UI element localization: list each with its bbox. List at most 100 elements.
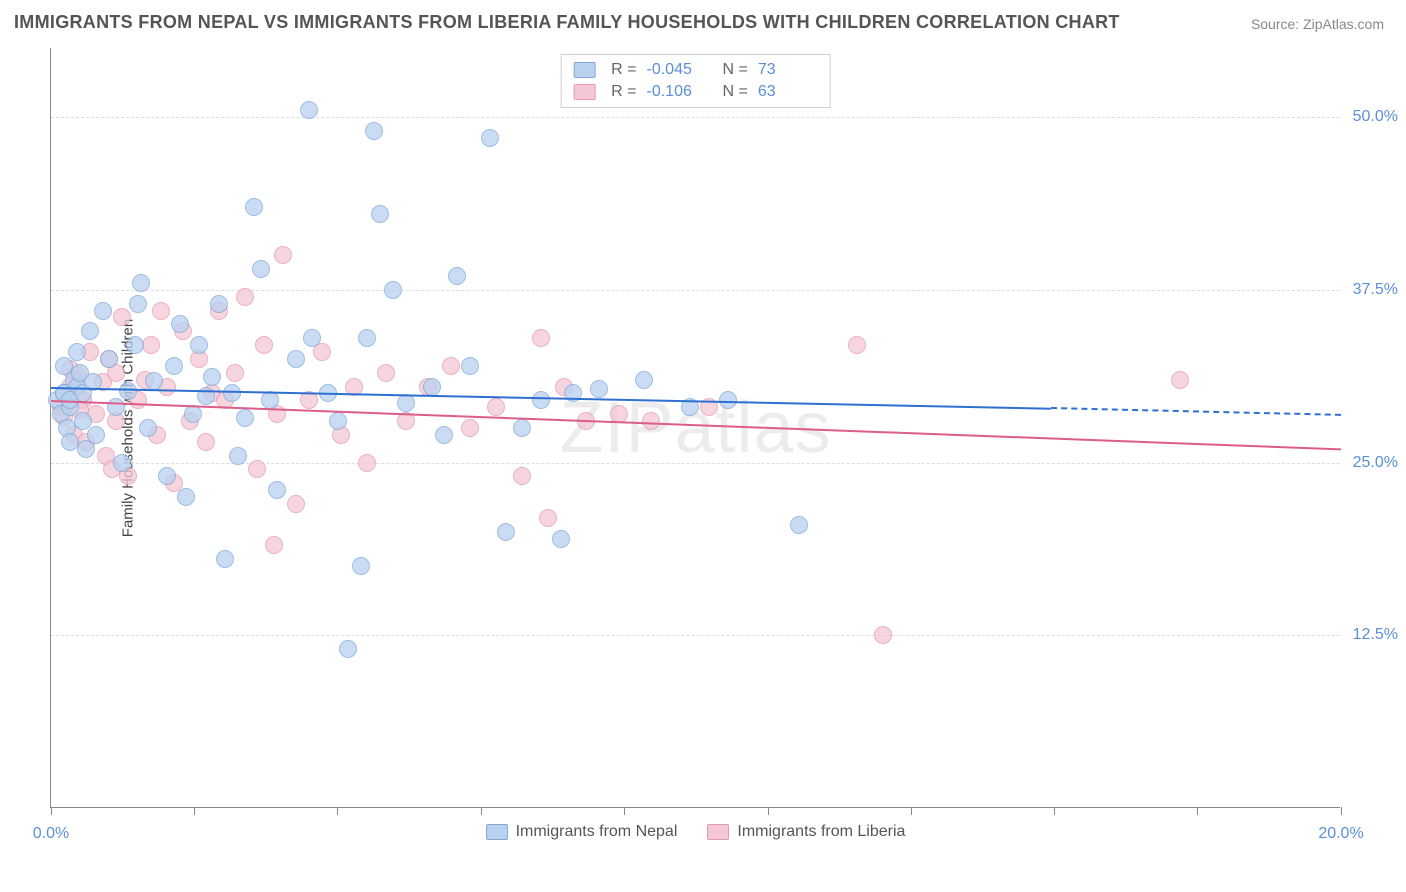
scatter-point-nepal <box>177 488 195 506</box>
scatter-point-nepal <box>448 267 466 285</box>
scatter-point-nepal <box>358 329 376 347</box>
n-label: N = <box>723 83 748 101</box>
scatter-point-nepal <box>461 357 479 375</box>
scatter-point-liberia <box>848 336 866 354</box>
source-attribution: Source: ZipAtlas.com <box>1251 16 1384 32</box>
scatter-point-nepal <box>552 530 570 548</box>
swatch-nepal-icon <box>486 824 508 840</box>
series-legend: Immigrants from Nepal Immigrants from Li… <box>486 823 906 841</box>
x-tick <box>1054 807 1055 815</box>
scatter-point-nepal <box>126 336 144 354</box>
x-tick-label: 20.0% <box>1318 825 1363 843</box>
scatter-point-nepal <box>287 350 305 368</box>
scatter-point-liberia <box>197 433 215 451</box>
scatter-point-liberia <box>152 302 170 320</box>
scatter-point-liberia <box>113 308 131 326</box>
r-label: R = <box>611 61 636 79</box>
scatter-point-nepal <box>100 350 118 368</box>
scatter-point-nepal <box>229 447 247 465</box>
x-tick <box>194 807 195 815</box>
scatter-point-liberia <box>358 454 376 472</box>
x-tick <box>1197 807 1198 815</box>
scatter-point-nepal <box>590 380 608 398</box>
scatter-point-nepal <box>171 315 189 333</box>
scatter-point-nepal <box>158 467 176 485</box>
scatter-point-liberia <box>287 495 305 513</box>
scatter-point-nepal <box>339 640 357 658</box>
x-tick <box>337 807 338 815</box>
scatter-point-liberia <box>377 364 395 382</box>
scatter-point-nepal <box>113 454 131 472</box>
scatter-plot-area: Family Households with Children ZIPatlas… <box>50 48 1340 808</box>
scatter-point-liberia <box>642 412 660 430</box>
y-tick-label: 37.5% <box>1353 281 1398 299</box>
gridline-horizontal <box>51 463 1340 464</box>
x-tick <box>1341 807 1342 815</box>
legend-item-nepal: Immigrants from Nepal <box>486 823 678 841</box>
scatter-point-nepal <box>365 122 383 140</box>
scatter-point-nepal <box>303 329 321 347</box>
chart-title: IMMIGRANTS FROM NEPAL VS IMMIGRANTS FROM… <box>14 12 1120 33</box>
scatter-point-nepal <box>513 419 531 437</box>
scatter-point-nepal <box>81 322 99 340</box>
scatter-point-nepal <box>790 516 808 534</box>
correlation-legend: R = -0.045 N = 73 R = -0.106 N = 63 <box>560 54 831 108</box>
scatter-point-nepal <box>435 426 453 444</box>
y-tick-label: 50.0% <box>1353 108 1398 126</box>
r-value-liberia: -0.106 <box>647 83 707 101</box>
scatter-point-nepal <box>145 372 163 390</box>
scatter-point-liberia <box>226 364 244 382</box>
x-tick <box>768 807 769 815</box>
n-value-nepal: 73 <box>758 61 818 79</box>
scatter-point-nepal <box>245 198 263 216</box>
swatch-liberia-icon <box>707 824 729 840</box>
scatter-point-nepal <box>300 101 318 119</box>
scatter-point-liberia <box>142 336 160 354</box>
r-label: R = <box>611 83 636 101</box>
x-tick <box>911 807 912 815</box>
scatter-point-liberia <box>248 460 266 478</box>
scatter-point-nepal <box>371 205 389 223</box>
scatter-point-nepal <box>635 371 653 389</box>
correlation-legend-row-nepal: R = -0.045 N = 73 <box>573 59 818 81</box>
scatter-point-nepal <box>107 398 125 416</box>
scatter-point-liberia <box>1171 371 1189 389</box>
n-value-liberia: 63 <box>758 83 818 101</box>
scatter-point-nepal <box>384 281 402 299</box>
scatter-point-nepal <box>139 419 157 437</box>
scatter-point-liberia <box>461 419 479 437</box>
scatter-point-nepal <box>481 129 499 147</box>
y-tick-label: 25.0% <box>1353 454 1398 472</box>
trend-line <box>1051 407 1341 416</box>
legend-label-liberia: Immigrants from Liberia <box>737 823 905 841</box>
n-label: N = <box>723 61 748 79</box>
scatter-point-nepal <box>423 378 441 396</box>
x-tick <box>624 807 625 815</box>
correlation-legend-row-liberia: R = -0.106 N = 63 <box>573 81 818 103</box>
gridline-horizontal <box>51 117 1340 118</box>
scatter-point-nepal <box>268 481 286 499</box>
scatter-point-nepal <box>329 412 347 430</box>
swatch-nepal-icon <box>573 62 595 78</box>
x-tick <box>51 807 52 815</box>
scatter-point-nepal <box>352 557 370 575</box>
x-tick <box>481 807 482 815</box>
scatter-point-nepal <box>210 295 228 313</box>
scatter-point-liberia <box>255 336 273 354</box>
scatter-point-liberia <box>487 398 505 416</box>
scatter-point-liberia <box>274 246 292 264</box>
scatter-point-liberia <box>539 509 557 527</box>
scatter-point-liberia <box>442 357 460 375</box>
x-tick-label: 0.0% <box>33 825 69 843</box>
legend-item-liberia: Immigrants from Liberia <box>707 823 905 841</box>
gridline-horizontal <box>51 635 1340 636</box>
scatter-point-nepal <box>184 405 202 423</box>
swatch-liberia-icon <box>573 84 595 100</box>
scatter-point-nepal <box>397 394 415 412</box>
scatter-point-nepal <box>223 384 241 402</box>
scatter-point-liberia <box>236 288 254 306</box>
scatter-point-liberia <box>532 329 550 347</box>
scatter-point-nepal <box>165 357 183 375</box>
scatter-point-nepal <box>497 523 515 541</box>
scatter-point-nepal <box>236 409 254 427</box>
